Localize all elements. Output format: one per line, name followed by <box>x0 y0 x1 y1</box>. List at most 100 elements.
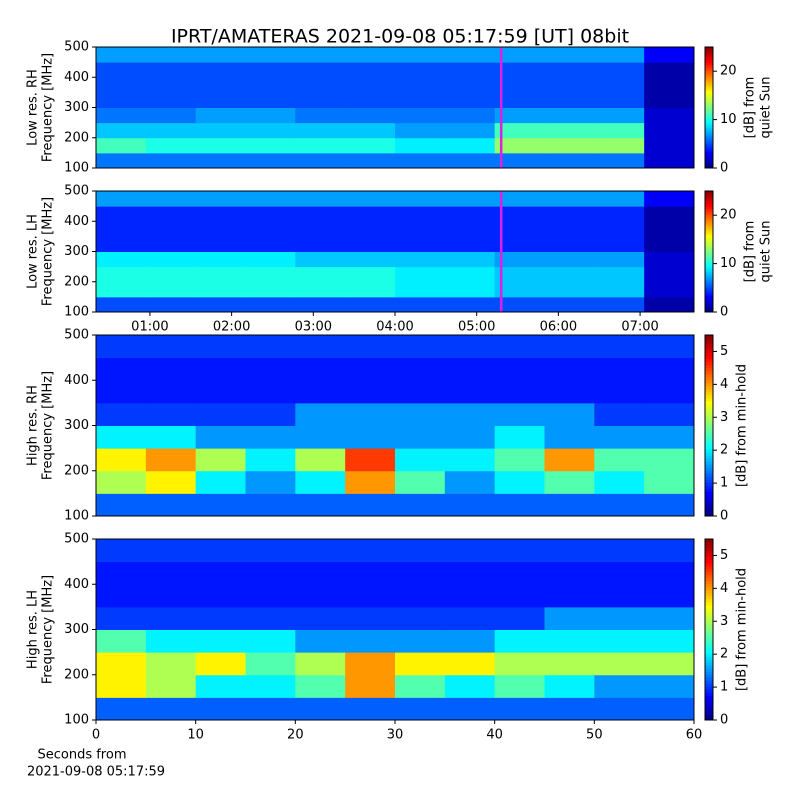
colorbar-segment <box>705 239 713 242</box>
heatmap-cell <box>345 266 396 283</box>
heatmap-cell <box>494 493 545 517</box>
heatmap-cell <box>544 561 595 585</box>
y-tick-label: 500 <box>64 532 89 547</box>
colorbar-segment <box>705 131 713 135</box>
colorbar-segment <box>705 623 713 627</box>
colorbar-segment <box>705 93 713 96</box>
heatmap-cell <box>145 584 197 608</box>
heatmap-cell <box>345 697 396 721</box>
heatmap-cell <box>145 152 197 169</box>
x-axis-label: 2021-09-08 05:17:59 <box>27 765 165 780</box>
heatmap-cell <box>444 281 496 298</box>
heatmap-cell <box>544 206 595 222</box>
colorbar-segment <box>705 350 713 354</box>
heatmap-cell <box>345 221 396 237</box>
heatmap-cell <box>295 152 346 169</box>
y-tick-label: 300 <box>64 244 89 259</box>
colorbar-segment <box>705 563 713 567</box>
heatmap-cell <box>145 402 197 426</box>
colorbar-segment <box>705 365 713 369</box>
colorbar-segment <box>705 263 713 267</box>
colorbar-segment <box>705 267 713 271</box>
heatmap-cell <box>494 402 545 426</box>
heatmap-cell <box>594 107 645 124</box>
heatmap-cell <box>245 251 296 268</box>
y-tick-label: 500 <box>64 328 89 343</box>
heatmap-cell <box>644 152 695 169</box>
heatmap-cell <box>544 697 595 721</box>
heatmap-cell <box>345 448 396 472</box>
heatmap-cell <box>494 539 545 563</box>
colorbar-segment <box>705 309 713 313</box>
heatmap-cell <box>295 251 346 268</box>
heatmap-cell <box>544 77 595 93</box>
colorbar-segment <box>705 221 713 224</box>
colorbar-segment <box>705 157 713 161</box>
heatmap-cell <box>444 629 496 653</box>
colorbar-segment <box>705 237 713 240</box>
heatmap-cell <box>245 674 296 698</box>
colorbar-segment <box>705 257 713 261</box>
heatmap-cell <box>345 539 396 563</box>
colorbar-segment <box>705 153 713 157</box>
heatmap-cell <box>594 335 645 359</box>
colorbar-segment <box>705 75 713 78</box>
heatmap-cell <box>544 152 595 169</box>
colorbar-segment <box>705 683 713 688</box>
colorbar-segment <box>705 689 713 694</box>
colorbar-segment <box>705 51 713 54</box>
heatmap-cell <box>345 335 396 359</box>
colorbar-segment <box>705 542 713 546</box>
heatmap-cell <box>96 47 147 63</box>
heatmap-cell <box>395 493 446 517</box>
colorbar-segment <box>705 368 713 372</box>
heatmap-cell <box>644 402 695 426</box>
heatmap-cell <box>644 266 695 283</box>
heatmap-cell <box>145 236 197 252</box>
colorbar-segment <box>705 407 713 411</box>
heatmap-cell <box>345 251 396 268</box>
heatmap-cell <box>544 62 595 78</box>
heatmap-cell <box>345 62 396 78</box>
colorbar-segment <box>705 67 713 70</box>
heatmap-cell <box>494 77 545 93</box>
colorbar-segment <box>705 455 713 460</box>
heatmap-cell <box>594 380 645 404</box>
heatmap-cell <box>444 561 496 585</box>
colorbar-segment <box>705 225 713 228</box>
heatmap-cell <box>644 221 695 237</box>
heatmap-cell <box>295 584 346 608</box>
heatmap-cell <box>395 448 446 472</box>
colorbar-segment <box>705 584 713 588</box>
heatmap-cell <box>96 380 147 404</box>
heatmap-cell <box>544 380 595 404</box>
colorbar-tick-label: 5 <box>720 548 728 563</box>
heatmap-cell <box>245 266 296 283</box>
colorbar-tick-label: 5 <box>720 344 728 359</box>
x-axis-label: Seconds from <box>37 748 126 763</box>
colorbar-segment <box>705 575 713 579</box>
colorbar-segment <box>705 87 713 90</box>
heatmap-cell <box>395 629 446 653</box>
heatmap-cell <box>295 221 346 237</box>
heatmap-cell <box>295 539 346 563</box>
heatmap-cell <box>644 470 695 494</box>
heatmap-cell <box>345 296 396 313</box>
heatmap-cell <box>395 251 446 268</box>
colorbar-segment <box>705 692 713 697</box>
colorbar-segment <box>705 698 713 703</box>
heatmap-cell <box>245 584 296 608</box>
colorbar-segment <box>705 362 713 366</box>
colorbar-segment <box>705 674 713 679</box>
heatmap-cell <box>395 335 446 359</box>
colorbar-segment <box>705 213 713 216</box>
heatmap-cell <box>395 191 446 207</box>
heatmap-cell <box>644 236 695 252</box>
colorbar-segment <box>705 127 713 131</box>
heatmap-cell <box>96 206 147 222</box>
heatmap-cell <box>644 606 695 630</box>
heatmap-cell <box>494 357 545 381</box>
heatmap-cell <box>395 357 446 381</box>
heatmap-cell <box>395 47 446 63</box>
heatmap-cell <box>295 281 346 298</box>
